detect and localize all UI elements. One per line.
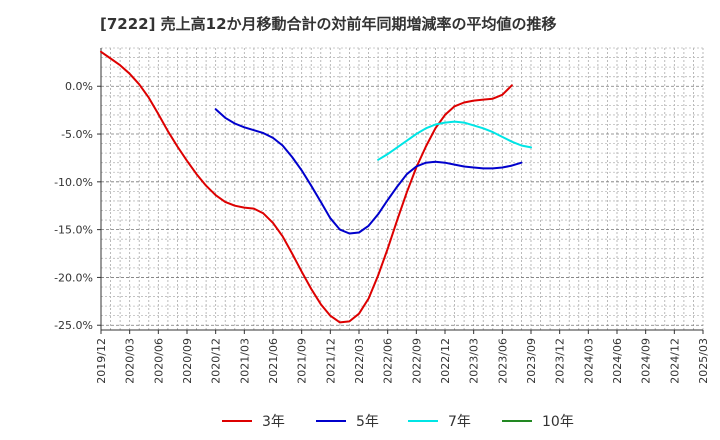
legend-label: 5年 <box>356 414 379 430</box>
series-line-7年 <box>377 120 532 161</box>
legend-label: 7年 <box>448 414 471 430</box>
x-tick-label: 2021/12 <box>324 338 337 384</box>
y-tick-label: -25.0% <box>54 319 93 332</box>
legend-item-10年: 10年 <box>502 411 574 431</box>
x-tick-label: 2024/06 <box>611 338 624 384</box>
x-tick-label: 2023/09 <box>525 338 538 384</box>
legend-label: 3年 <box>262 414 285 430</box>
legend-swatch <box>222 420 252 422</box>
x-tick-label: 2023/06 <box>496 338 509 384</box>
x-tick-label: 2024/03 <box>582 338 595 384</box>
x-tick-label: 2021/09 <box>296 338 309 384</box>
x-tick-label: 2020/09 <box>181 338 194 384</box>
x-tick-label: 2022/09 <box>410 338 423 384</box>
y-tick-label: -20.0% <box>54 271 93 284</box>
x-tick-label: 2023/12 <box>554 338 567 384</box>
x-tick-label: 2024/09 <box>640 338 653 384</box>
x-tick-label: 2020/06 <box>152 338 165 384</box>
x-tick-label: 2022/03 <box>353 338 366 384</box>
y-tick-label: -5.0% <box>61 128 93 141</box>
x-tick-label: 2021/06 <box>267 338 280 384</box>
y-tick-label: -15.0% <box>54 224 93 237</box>
legend-label: 10年 <box>542 414 574 430</box>
x-tick-label: 2019/12 <box>95 338 108 384</box>
series-line-5年 <box>214 108 523 235</box>
legend-swatch <box>502 420 532 422</box>
x-tick-label: 2020/03 <box>124 338 137 384</box>
x-tick-label: 2020/12 <box>210 338 223 384</box>
plot-area <box>101 48 703 330</box>
legend-swatch <box>408 420 438 422</box>
legend-item-5年: 5年 <box>316 411 379 431</box>
legend-item-7年: 7年 <box>408 411 471 431</box>
x-tick-label: 2022/06 <box>382 338 395 384</box>
series-line-3年 <box>100 50 513 324</box>
x-tick-label: 2021/03 <box>238 338 251 384</box>
y-tick-label: -10.0% <box>54 176 93 189</box>
chart-title: [7222] 売上高12か月移動合計の対前年同期増減率の平均値の推移 <box>100 15 557 33</box>
x-tick-label: 2023/03 <box>468 338 481 384</box>
x-tick-label: 2024/12 <box>668 338 681 384</box>
x-tick-label: 2022/12 <box>439 338 452 384</box>
legend-item-3年: 3年 <box>222 411 285 431</box>
x-tick-label: 2025/03 <box>697 338 710 384</box>
legend-swatch <box>316 420 346 422</box>
y-tick-label: 0.0% <box>65 80 93 93</box>
